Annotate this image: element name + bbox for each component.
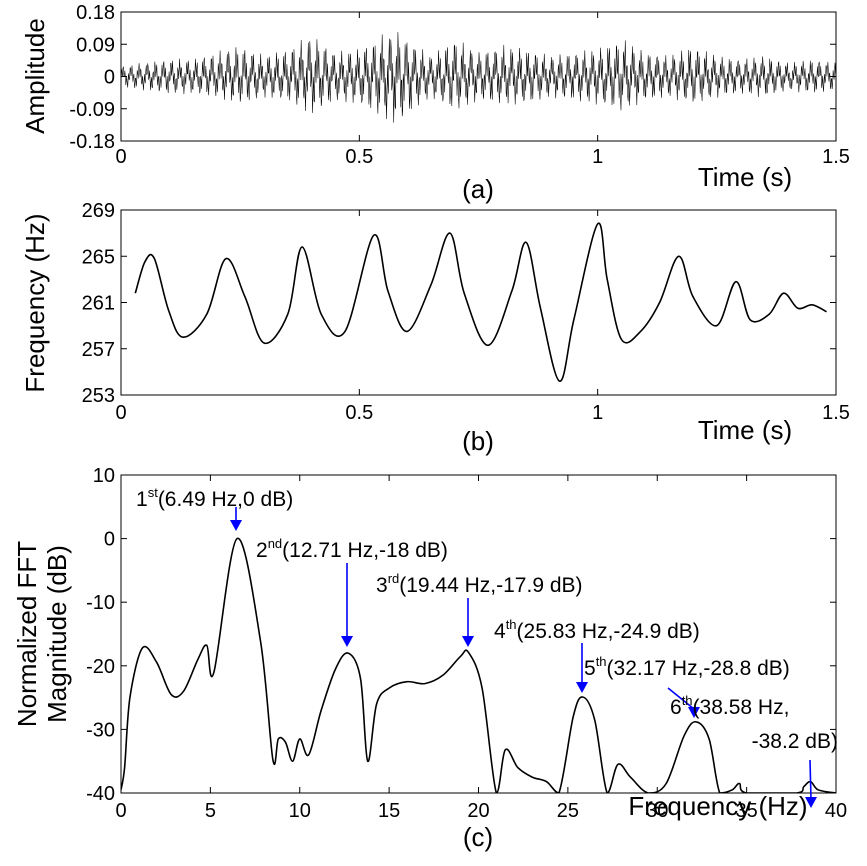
peak-annotation-text: (12.71 Hz,-18 dB) [282,539,448,562]
x-tick-label: 0 [115,800,126,822]
x-axis-label: Time (s) [698,415,792,445]
x-tick-label: 0.5 [345,402,373,424]
y-tick-label: 0.09 [76,34,115,56]
x-tick-label: 1 [592,402,603,424]
y-tick-label: 257 [82,339,115,361]
peak-annotation-text: (32.17 Hz,-28.8 dB) [607,657,790,680]
peak-annotation: 1st(6.49 Hz,0 dB) [136,485,293,511]
x-tick-label: 1 [592,146,603,168]
peak-ordinal-suffix: th [682,693,693,708]
panel-a-amplitude: 0 0.5 1 1.5 0.18 0.09 0 -0.09 -0.18 Time (s) Ampli… [20,2,850,204]
y-axis-label: Normalized FFTMagnitude (dB) [12,541,72,727]
peak-annotation: 2nd(12.71 Hz,-18 dB) [256,536,448,562]
y-tick-label: 269 [82,200,115,222]
x-tick-label: 0.5 [345,146,373,168]
y-tick-label: -0.09 [69,99,115,121]
peak-arrow-head [341,636,353,647]
x-tick-label: 0 [115,146,126,168]
peak-arrow-head [230,520,242,531]
fft-series [121,537,836,793]
x-tick-label: 25 [557,800,579,822]
peak-ordinal: 4 [494,620,506,643]
plot-frame [120,209,837,396]
x-tick-label: 0 [115,402,126,424]
y-tick-label: 10 [93,465,115,487]
x-tick-label: 35 [736,800,758,822]
peak-ordinal: 6 [670,696,682,719]
y-tick-label: -10 [86,592,115,614]
peak-ordinal: 5 [584,657,596,680]
panel-b-frequency: 0 0.5 1 1.5 269 265 261 257 253 Time (s) Frequency… [20,200,850,456]
x-axis-label: Time (s) [698,162,792,192]
peak-annotation: 3rd(19.44 Hz,-17.9 dB) [376,571,583,597]
peak-arrow-head [688,707,700,718]
y-tick-label: -40 [86,783,115,805]
x-tick-label: 1.5 [822,402,850,424]
x-tick-label: 10 [289,800,311,822]
waveform-series [120,32,837,123]
peak-ordinal-suffix: th [596,654,607,669]
peak-arrow-shaft [667,687,695,710]
peak-annotation-text: (19.44 Hz,-17.9 dB) [399,574,582,597]
peak-annotation: 4th(25.83 Hz,-24.9 dB) [494,617,700,643]
peak-arrow-head [462,636,474,647]
y-tick-label: 261 [82,293,115,315]
peak-ordinal-suffix: st [148,485,159,500]
y-axis-label: Amplitude [20,18,50,134]
frequency-series [134,222,827,382]
x-tick-label: 15 [378,800,400,822]
y-tick-label: 0 [104,529,115,551]
x-tick-label: 5 [205,800,216,822]
y-tick-label: 253 [82,385,115,407]
x-tick-label: 40 [825,800,847,822]
peak-ordinal-suffix: nd [268,536,282,551]
y-tick-label: -0.18 [69,131,115,153]
peak-annotation-text: (6.49 Hz,0 dB) [158,488,293,511]
peak-arrow-head [576,682,588,693]
panel-c-fft: 0 5 10 15 20 25 30 35 40100-10-20-30-401st(6.49 … [12,465,847,852]
panel-label: (a) [462,174,494,204]
peak-arrow-head [805,797,817,808]
panel-label: (b) [462,426,494,456]
plot-frame [120,474,837,794]
x-tick-label: 30 [646,800,668,822]
peak-ordinal-suffix: rd [388,571,400,586]
peak-ordinal: 3 [376,574,388,597]
y-tick-label: -30 [86,719,115,741]
y-axis-label: Frequency (Hz) [20,213,50,392]
y-tick-label: 265 [82,246,115,268]
peak-annotation: 5th(32.17 Hz,-28.8 dB) [584,654,790,680]
y-tick-label: -20 [86,656,115,678]
peak-arrow-shaft [809,759,812,800]
y-tick-label: 0.18 [76,2,115,24]
x-tick-label: 1.5 [822,146,850,168]
peak-annotation-text: (38.58 Hz, [693,696,790,719]
peak-ordinal-suffix: th [506,617,517,632]
y-tick-label: 0 [104,67,115,89]
peak-annotation-text-cont: -38.2 dB) [752,730,838,753]
panel-label: (c) [463,822,493,852]
peak-ordinal: 2 [256,539,268,562]
x-axis-label: Frequency (Hz) [628,791,807,821]
peak-annotation: 6th(38.58 Hz, [670,693,789,719]
x-tick-label: 20 [467,800,489,822]
y-axis-label-line2: Magnitude (dB) [42,545,72,723]
y-axis-label-line1: Normalized FFT [12,541,42,727]
peak-ordinal: 1 [136,488,148,511]
peak-annotation-text: (25.83 Hz,-24.9 dB) [517,620,700,643]
